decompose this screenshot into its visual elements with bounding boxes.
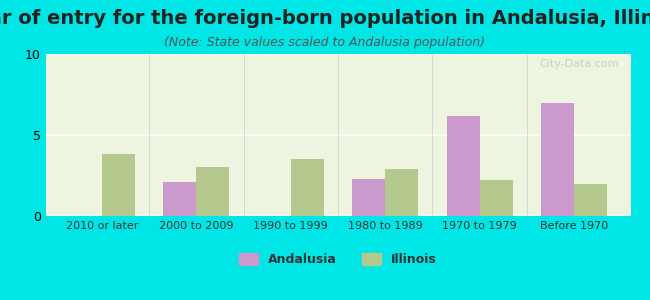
Text: Year of entry for the foreign-born population in Andalusia, Illinois: Year of entry for the foreign-born popul… (0, 9, 650, 28)
Text: (Note: State values scaled to Andalusia population): (Note: State values scaled to Andalusia … (164, 36, 486, 49)
Bar (352, 179, 385, 216)
Bar (196, 167, 229, 216)
Text: City-Data.com: City-Data.com (539, 59, 619, 69)
Legend: Andalusia, Illinois: Andalusia, Illinois (235, 248, 441, 271)
Bar (480, 180, 513, 216)
Bar (541, 103, 574, 216)
Bar (574, 184, 607, 216)
Bar (385, 169, 418, 216)
Bar (102, 154, 135, 216)
Bar (163, 182, 196, 216)
Bar (447, 116, 480, 216)
Bar (291, 159, 324, 216)
